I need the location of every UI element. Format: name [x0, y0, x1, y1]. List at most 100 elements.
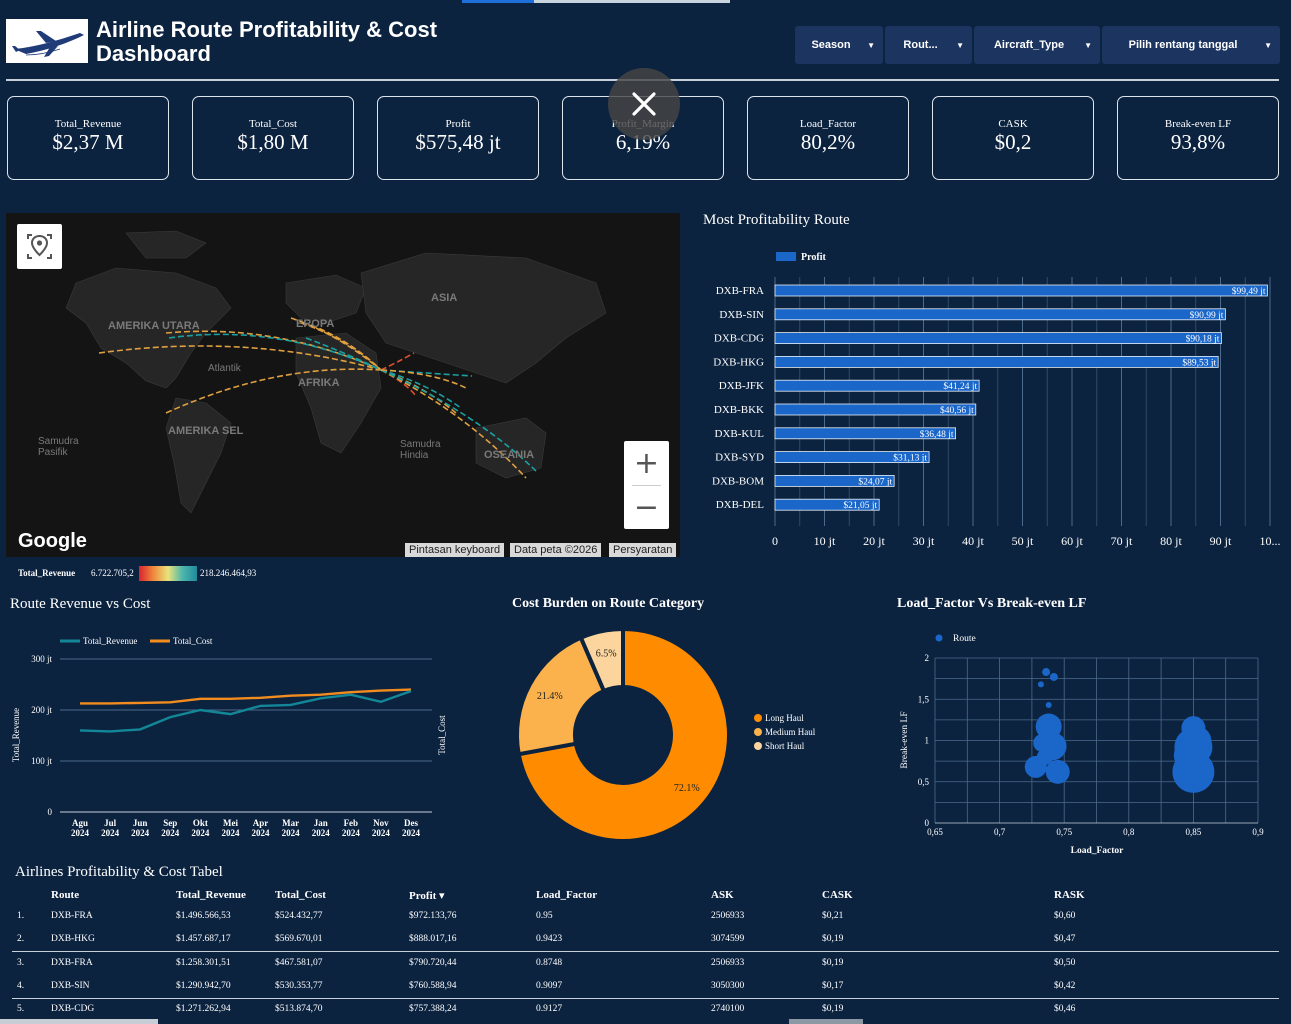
bar-value-label: $90,99 jt — [1190, 310, 1224, 321]
map-label: EROPA — [296, 318, 335, 330]
cell-total-revenue: $1.290.942,70 — [176, 981, 231, 991]
map-legend-label: Total_Revenue — [18, 568, 76, 578]
table-title: Airlines Profitability & Cost Tabel — [15, 864, 223, 880]
donut-slice — [578, 626, 625, 694]
bar-value-label: $21,05 jt — [843, 500, 877, 511]
column-header-rask[interactable]: RASK — [1054, 889, 1085, 901]
route-label: DXB-BKK — [714, 404, 764, 416]
route-filter-label: Rout... — [903, 39, 938, 51]
column-header-total-revenue[interactable]: Total_Revenue — [176, 889, 246, 901]
kpi-total-cost: Total_Cost $1,80 M — [192, 96, 354, 180]
route-legend-label: Route — [953, 634, 976, 644]
bar-value-label: $24,07 jt — [858, 476, 892, 487]
x-tick-label: 60 jt — [1061, 534, 1083, 548]
y-tick-label: 0 — [48, 807, 53, 817]
row-number: 1. — [17, 911, 25, 921]
y-tick-label: 2 — [925, 653, 930, 663]
cell-total-revenue: $1.271.262,94 — [176, 1004, 231, 1014]
kpi-load-factor: Load_Factor 80,2% — [747, 96, 909, 180]
x-tick-month: Sep — [163, 818, 177, 828]
x-tick-label: 0,65 — [927, 827, 943, 837]
x-tick-label: 0,7 — [994, 827, 1006, 837]
keyboard-shortcuts-link[interactable]: Pintasan keyboard — [405, 543, 505, 557]
column-header-route[interactable]: Route — [51, 889, 80, 901]
x-tick-month: Jun — [133, 818, 148, 828]
column-header-load-factor[interactable]: Load_Factor — [536, 889, 598, 901]
close-button[interactable] — [608, 68, 680, 140]
map-location-button[interactable] — [17, 224, 62, 269]
table-row[interactable]: 5. DXB-CDG $1.271.262,94 $513.874,70 $75… — [12, 998, 1279, 1021]
cell-load-factor: 0.8748 — [536, 958, 563, 968]
donut-slice — [516, 626, 731, 843]
x-tick-year: 2024 — [161, 828, 180, 838]
x-tick-year: 2024 — [252, 828, 271, 838]
cell-total-cost: $524.432,77 — [275, 911, 323, 921]
map-label: AMERIKA SEL — [168, 425, 244, 437]
scrollbar-thumb[interactable] — [789, 1019, 863, 1024]
column-header-profit[interactable]: Profit ▾ — [409, 890, 445, 902]
zoom-out-button[interactable]: − — [633, 489, 660, 525]
cell-route: DXB-FRA — [51, 958, 93, 968]
y-tick-label: 0 — [925, 818, 930, 828]
cost-legend-label: Total_Cost — [173, 636, 213, 646]
route-label: DXB-SIN — [719, 309, 764, 321]
profit-legend-label: Profit — [801, 252, 826, 263]
top-progress-indicator — [462, 0, 534, 3]
table-row[interactable]: 3. DXB-FRA $1.258.301,51 $467.581,07 $79… — [12, 952, 1279, 975]
profit-bar — [774, 451, 930, 464]
terms-link[interactable]: Persyaratan — [609, 543, 677, 557]
cell-cask: $0,19 — [822, 1004, 844, 1014]
table-row[interactable]: 2. DXB-HKG $1.457.687,17 $569.670,01 $88… — [12, 928, 1279, 952]
profit-bar — [774, 474, 895, 487]
cell-ask: 2506933 — [711, 958, 745, 968]
x-tick-year: 2024 — [101, 828, 120, 838]
horizontal-scrollbar[interactable] — [0, 1019, 158, 1024]
legend-label: Long Haul — [765, 713, 804, 723]
chevron-down-icon: ▼ — [1084, 40, 1092, 50]
profit-bar — [774, 379, 980, 392]
bar-value-label: $36,48 jt — [920, 429, 954, 440]
x-tick-label: 90 jt — [1210, 534, 1232, 548]
kpi-label: Load_Factor — [799, 118, 857, 130]
profit-bar — [774, 356, 1219, 368]
map-label: AFRIKA — [298, 377, 340, 389]
x-tick-label: 20 jt — [863, 534, 885, 548]
map-label: ASIA — [431, 292, 458, 304]
date-range-filter[interactable]: Pilih rentang tanggal ▼ — [1102, 26, 1280, 64]
y-tick-label: 200 jt — [31, 705, 52, 715]
cost-burden-chart: 72.1% 21.4% 6.5% Long Haul Medium Haul Short… — [515, 626, 816, 843]
column-header-total-cost[interactable]: Total_Cost — [275, 889, 326, 901]
column-header-ask[interactable]: ASK — [711, 889, 734, 901]
x-tick-year: 2024 — [282, 828, 301, 838]
x-tick-month: Agu — [72, 818, 88, 828]
map-label: OSEANIA — [484, 449, 535, 461]
chevron-down-icon: ▼ — [1264, 40, 1272, 50]
legend-swatch — [754, 728, 762, 736]
cell-profit: $888.017,16 — [409, 934, 457, 944]
cell-profit: $790.720,44 — [409, 958, 457, 968]
route-map[interactable] — [6, 213, 680, 557]
x-tick-label: 80 jt — [1160, 534, 1182, 548]
x-tick-year: 2024 — [191, 828, 210, 838]
kpi-label: Total_Revenue — [54, 118, 122, 130]
cell-total-revenue: $1.258.301,51 — [176, 958, 231, 968]
table-row[interactable]: 4. DXB-SIN $1.290.942,70 $530.353,77 $76… — [12, 975, 1279, 999]
season-filter[interactable]: Season ▼ — [795, 26, 883, 64]
cell-total-cost: $569.670,01 — [275, 934, 323, 944]
cell-total-revenue: $1.496.566,53 — [176, 911, 231, 921]
slice-percent-label: 72.1% — [674, 783, 700, 794]
kpi-break-even-lf: Break-even LF 93,8% — [1117, 96, 1279, 180]
kpi-value: $575,48 jt — [415, 130, 501, 154]
aircraft-type-filter[interactable]: Aircraft_Type ▼ — [974, 26, 1100, 64]
cost-line — [80, 688, 412, 705]
route-filter[interactable]: Rout... ▼ — [885, 26, 972, 64]
table-row[interactable]: 1. DXB-FRA $1.496.566,53 $524.432,77 $97… — [12, 905, 1279, 928]
column-header-cask[interactable]: CASK — [822, 889, 853, 901]
y-tick-label: 100 jt — [31, 756, 52, 766]
map-data-link[interactable]: Data peta ©2026 — [510, 543, 602, 557]
x-tick-label: 30 jt — [913, 534, 935, 548]
revenue-line — [79, 689, 412, 733]
scatter-point — [1172, 750, 1215, 793]
y-tick-label: 300 jt — [31, 654, 52, 664]
zoom-in-button[interactable]: + — [633, 445, 660, 481]
